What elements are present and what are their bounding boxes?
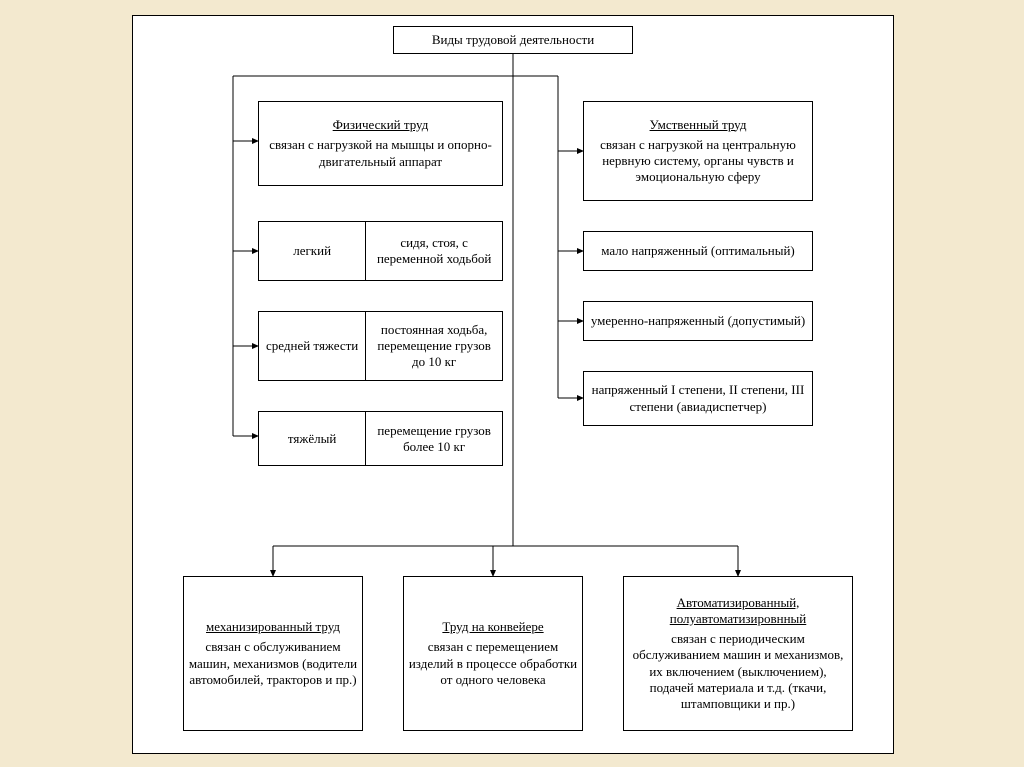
node-bottom-0: механизированный труд связан с обслужива… xyxy=(183,576,363,731)
node-mental: Умственный труд связан с нагрузкой на це… xyxy=(583,101,813,201)
node-physical: Физический труд связан с нагрузкой на мы… xyxy=(258,101,503,186)
phys-level-1-desc: постоянная ходьба, перемещение грузов до… xyxy=(366,312,502,380)
bottom-0-desc: связан с обслуживанием машин, механизмов… xyxy=(188,639,358,688)
phys-level-0-desc: сидя, стоя, с переменной ходьбой xyxy=(366,222,502,280)
node-ment-level-0: мало напряженный (оптимальный) xyxy=(583,231,813,271)
physical-title: Физический труд xyxy=(333,117,429,133)
node-bottom-1: Труд на конвейере связан с перемещением … xyxy=(403,576,583,731)
root-label: Виды трудовой деятельности xyxy=(432,32,594,48)
ment-level-0-label: мало напряженный (оптимальный) xyxy=(601,243,795,259)
node-ment-level-1: умеренно-напряженный (допустимый) xyxy=(583,301,813,341)
node-root: Виды трудовой деятельности xyxy=(393,26,633,54)
node-phys-level-2: тяжёлый перемещение грузов более 10 кг xyxy=(258,411,503,466)
mental-title: Умственный труд xyxy=(650,117,747,133)
phys-level-2-desc: перемещение грузов более 10 кг xyxy=(366,412,502,465)
mental-desc: связан с нагрузкой на центральную нервну… xyxy=(588,137,808,186)
node-phys-level-1: средней тяжести постоянная ходьба, перем… xyxy=(258,311,503,381)
ment-level-2-label: напряженный I степени, II степени, III с… xyxy=(588,382,808,415)
ment-level-1-label: умеренно-напряженный (допустимый) xyxy=(591,313,805,329)
bottom-2-desc: связан с периодическим обслуживанием маш… xyxy=(628,631,848,712)
phys-level-1-name: средней тяжести xyxy=(259,312,366,380)
node-bottom-2: Автоматизированный, полуавтоматизировнны… xyxy=(623,576,853,731)
node-ment-level-2: напряженный I степени, II степени, III с… xyxy=(583,371,813,426)
phys-level-0-name: легкий xyxy=(259,222,366,280)
physical-desc: связан с нагрузкой на мышцы и опорно-дви… xyxy=(263,137,498,170)
bottom-1-desc: связан с перемещением изделий в процессе… xyxy=(408,639,578,688)
diagram-canvas: Виды трудовой деятельности Физический тр… xyxy=(132,15,894,754)
node-phys-level-0: легкий сидя, стоя, с переменной ходьбой xyxy=(258,221,503,281)
bottom-0-title: механизированный труд xyxy=(206,619,340,635)
bottom-2-title: Автоматизированный, полуавтоматизировнны… xyxy=(628,595,848,628)
phys-level-2-name: тяжёлый xyxy=(259,412,366,465)
bottom-1-title: Труд на конвейере xyxy=(442,619,543,635)
